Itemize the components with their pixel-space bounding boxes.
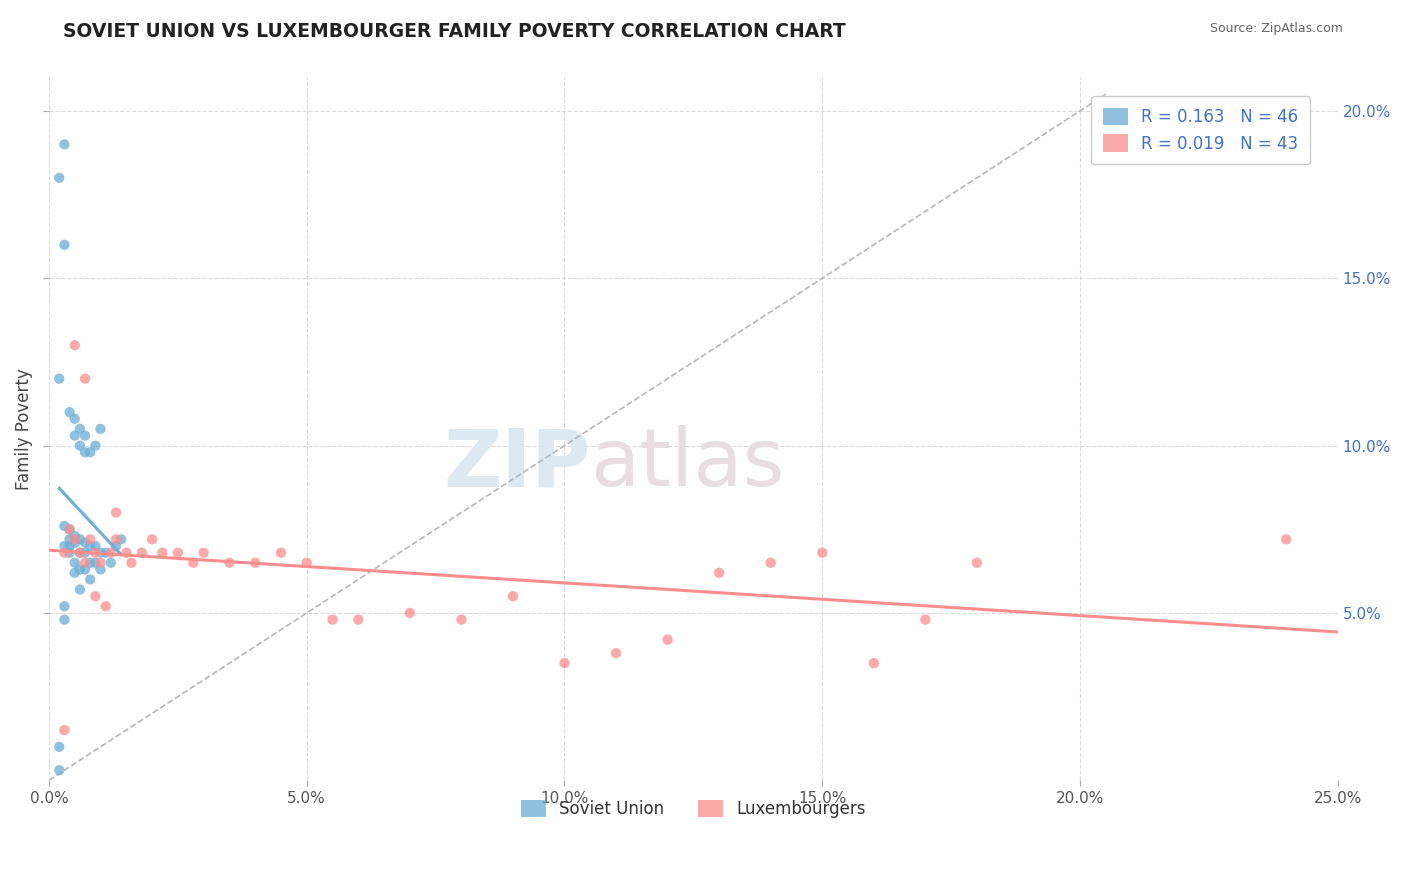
Point [707,566,730,580]
Point [58,533,80,547]
Point [48,739,70,754]
Text: Source: ZipAtlas.com: Source: ZipAtlas.com [1209,22,1343,36]
Point [73,445,96,459]
Point [89,556,111,570]
Point [58,546,80,560]
Point [1275,533,1298,547]
Point [79,573,101,587]
Point [131,546,153,560]
Point [53,237,76,252]
Point [48,764,70,778]
Point [53,519,76,533]
Point [73,556,96,570]
Point [58,405,80,419]
Legend: Soviet Union, Luxembourgers: Soviet Union, Luxembourgers [515,793,872,825]
Point [193,546,215,560]
Point [243,556,266,570]
Point [657,632,679,647]
Point [73,562,96,576]
Point [69,546,91,560]
Point [759,556,782,570]
Point [53,539,76,553]
Point [79,445,101,459]
Point [48,372,70,386]
Point [110,533,132,547]
Point [914,613,936,627]
Point [104,533,127,547]
Text: SOVIET UNION VS LUXEMBOURGER FAMILY POVERTY CORRELATION CHART: SOVIET UNION VS LUXEMBOURGER FAMILY POVE… [63,22,846,41]
Point [100,556,122,570]
Point [58,539,80,553]
Point [166,546,188,560]
Point [84,439,107,453]
Point [63,529,86,543]
Point [53,137,76,152]
Point [73,546,96,560]
Point [89,546,111,560]
Point [295,556,318,570]
Point [58,522,80,536]
Point [79,533,101,547]
Point [79,556,101,570]
Text: atlas: atlas [591,425,785,503]
Point [84,546,107,560]
Point [150,546,173,560]
Point [69,439,91,453]
Point [79,539,101,553]
Point [69,562,91,576]
Point [605,646,627,660]
Point [398,606,420,620]
Point [218,556,240,570]
Point [84,589,107,603]
Point [100,546,122,560]
Point [63,533,86,547]
Point [94,546,117,560]
Point [181,556,204,570]
Point [321,613,343,627]
Text: ZIP: ZIP [443,425,591,503]
Point [69,546,91,560]
Point [53,546,76,560]
Point [89,422,111,436]
Point [89,562,111,576]
Point [104,506,127,520]
Y-axis label: Family Poverty: Family Poverty [15,368,32,490]
Point [966,556,988,570]
Point [84,539,107,553]
Point [53,723,76,737]
Point [73,372,96,386]
Point [48,170,70,185]
Point [94,599,117,614]
Point [63,556,86,570]
Point [69,533,91,547]
Point [450,613,472,627]
Point [69,422,91,436]
Point [69,582,91,597]
Point [63,428,86,442]
Point [53,613,76,627]
Point [53,599,76,614]
Point [553,656,575,670]
Point [141,533,163,547]
Point [270,546,292,560]
Point [104,539,127,553]
Point [502,589,524,603]
Point [811,546,834,560]
Point [73,428,96,442]
Point [120,556,142,570]
Point [58,522,80,536]
Point [63,566,86,580]
Point [73,535,96,549]
Point [347,613,370,627]
Point [862,656,884,670]
Point [84,556,107,570]
Point [63,535,86,549]
Point [63,412,86,426]
Point [115,546,138,560]
Point [63,338,86,352]
